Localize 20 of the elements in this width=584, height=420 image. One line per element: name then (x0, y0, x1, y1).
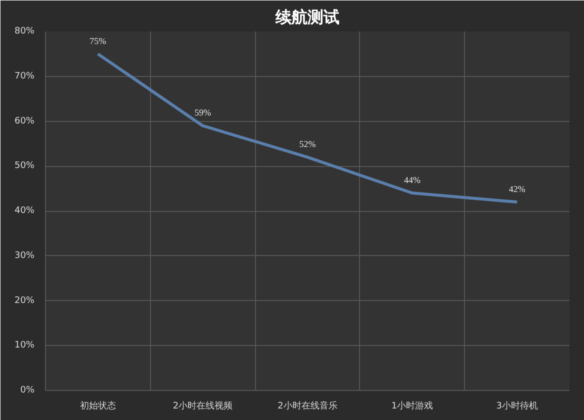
data-label: 59% (194, 108, 212, 118)
data-label: 52% (299, 139, 316, 150)
x-tick-label: 2小时在线音乐 (278, 400, 338, 412)
y-tick-label: 20% (14, 296, 35, 306)
y-tick-label: 70% (14, 71, 35, 82)
x-tick-label: 初始状态 (80, 400, 116, 412)
x-tick-label: 1小时游戏 (391, 400, 434, 412)
data-label: 44% (404, 175, 422, 186)
y-tick-label: 80% (14, 26, 35, 36)
x-tick-label: 3小时待机 (496, 400, 538, 412)
y-tick-label: 0% (20, 386, 35, 396)
y-tick-label: 10% (14, 340, 35, 351)
chart-title: 续航测试 (274, 8, 340, 26)
y-tick-label: 30% (14, 250, 35, 261)
y-tick-label: 40% (14, 206, 35, 216)
y-tick-label: 50% (14, 161, 35, 172)
data-label: 75% (90, 36, 107, 46)
y-tick-label: 60% (14, 116, 35, 126)
data-label: 42% (508, 184, 526, 194)
x-tick-label: 2小时在线视频 (172, 400, 233, 412)
